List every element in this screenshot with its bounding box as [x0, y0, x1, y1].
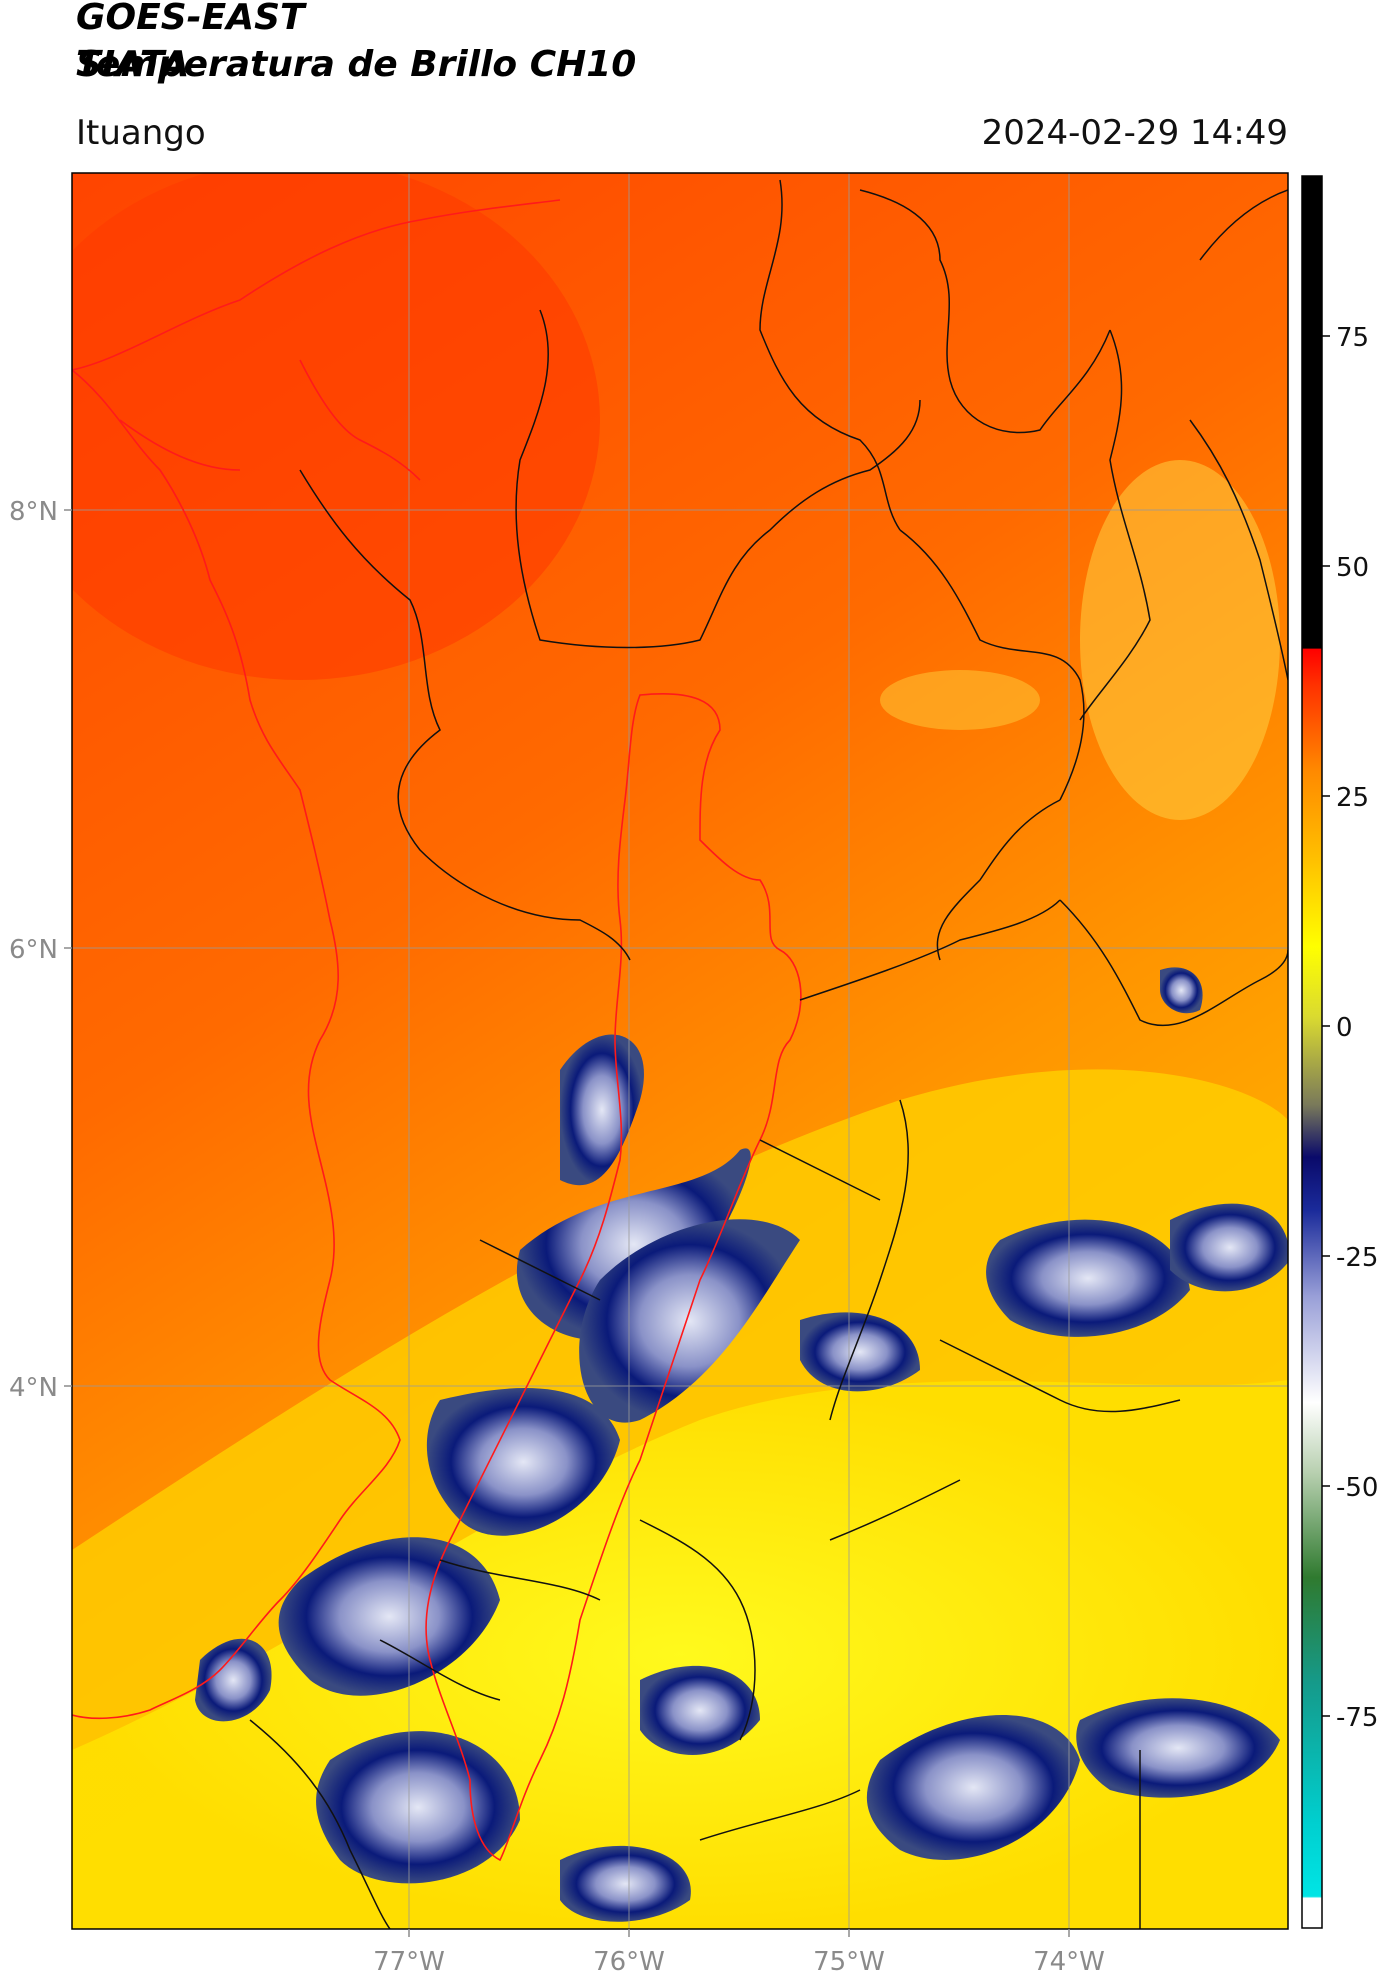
lon-tick-label: 74°W: [1033, 1947, 1105, 1977]
colorbar-tick-label: -75: [1336, 1703, 1378, 1733]
colorbar-scale: [1301, 175, 1323, 1929]
map-field: [72, 173, 1288, 1929]
colorbar-tick-label: 75: [1336, 323, 1369, 353]
lon-tick-label: 76°W: [593, 1947, 665, 1977]
colorbar-tick-label: -50: [1336, 1473, 1378, 1503]
lon-tick-label: 75°W: [813, 1947, 885, 1977]
colorbar-tick-label: 25: [1336, 783, 1369, 813]
admin-boundaries: [249, 179, 1288, 1929]
lat-tick-label: 4°N: [9, 1373, 58, 1403]
colorbar-tick-label: -25: [1336, 1243, 1378, 1273]
datetime-label: 2024-02-29 14:49: [981, 113, 1288, 153]
lon-tick-marks: [408, 1929, 1070, 1937]
lat-tick-marks: [64, 509, 72, 1387]
colorbar-tick-label: 50: [1336, 553, 1369, 583]
coastline: [72, 199, 802, 1862]
lon-tick-label: 77°W: [373, 1947, 445, 1977]
map-frame: [71, 172, 1289, 1930]
colorbar: 75 50 25 0 -25 -50 -75: [1301, 175, 1378, 1929]
cloud-systems: [195, 967, 1288, 1922]
colorbar-tick-label: 0: [1336, 1013, 1353, 1043]
location-label: Ituango: [76, 113, 206, 153]
lat-tick-label: 8°N: [9, 497, 58, 527]
org-label: SIATA: [76, 44, 190, 85]
lat-tick-label: 6°N: [9, 935, 58, 965]
title-line-2: Temperatura de Brillo CH10: [76, 44, 637, 85]
title-line-1: GOES-EAST: [76, 0, 305, 38]
graticule: [72, 173, 1288, 1929]
